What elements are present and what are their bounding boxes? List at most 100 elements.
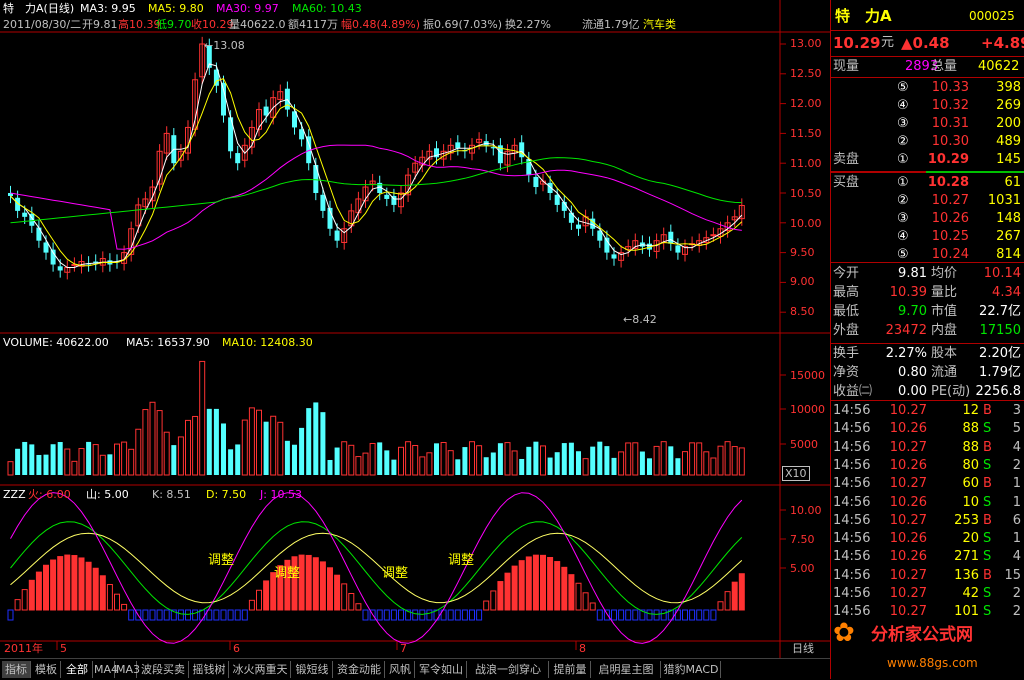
tick-count: 5 [1012,421,1021,437]
ask-row: 卖盘 ① 10.29 145 [831,151,1024,168]
info-amplitude: 振0.69(7.03%) [423,18,503,31]
tick-side: S [983,604,992,620]
volume-bar [434,443,439,475]
indicator-bar [525,556,532,611]
indicator-bar [490,590,497,611]
bid-level: ② [897,193,909,208]
tab-14[interactable]: 启明星主图 [592,661,661,678]
indicator-bar [625,609,632,621]
tick-volume: 12 [962,403,979,418]
volume-bar [689,442,696,476]
indicator-bar [674,609,681,621]
tab-6[interactable]: 摇钱树 [190,661,229,678]
tick-row: 14:56 10.27 88 B 4 [831,439,1024,456]
chart-canvas[interactable] [0,0,830,658]
bid-level: ⑤ [897,247,909,262]
indicator-bar [419,609,426,621]
d-line [10,532,743,604]
tick-time: 14:56 [833,476,871,492]
indicator-bar [114,593,120,611]
tab-1[interactable]: 模板 [32,661,61,678]
info-range: 幅0.48(4.89%) [341,18,421,31]
candle-body [675,245,681,253]
candle-body [228,117,234,152]
volume-bar [597,441,603,475]
indicator-bar [7,609,14,621]
bid-level: ① [897,175,909,190]
tick-side: S [983,421,992,437]
tick-volume: 101 [954,604,979,620]
tick-time: 14:56 [833,403,871,418]
volume-bar [29,444,35,475]
period-label: (日线) [43,2,75,15]
tab-7[interactable]: 冰火两重天 [230,661,291,678]
price-tick: 9.50 [790,246,815,259]
tab-0[interactable]: 指标 [2,661,31,678]
tick-volume: 20 [962,531,979,547]
stat-label: 净资 [833,365,860,380]
candle-body [426,150,433,160]
tick-volume: 42 [962,586,979,601]
volume-bar [43,454,49,475]
candle-body [156,150,163,185]
candle-body [710,234,717,237]
indicator-mountain: 山: 5.00 [86,488,129,501]
tab-2[interactable]: 全部 [62,661,93,678]
ask-price: 10.32 [931,98,969,113]
volume-bar [78,448,85,476]
tab-12[interactable]: 战浪一剑穿心 [468,661,549,678]
info-volume: 量40622.0 [229,18,286,31]
volume-bar [561,443,567,475]
bid-volume: 61 [1004,175,1021,190]
tab-9[interactable]: 资金动能 [334,661,385,678]
tab-4[interactable]: MA3 [116,661,141,678]
price-tick: 9.00 [790,275,815,288]
candle-body [327,207,333,229]
indicator-bar [177,609,184,621]
candle-body [334,230,340,241]
bid-row: ⑤ 10.24 814 [831,246,1024,263]
volume-bar [625,442,632,476]
sell-label: 卖盘 [833,152,860,167]
volume-bar [618,451,625,476]
tab-10[interactable]: 风帆 [386,661,415,678]
tick-time: 14:56 [833,531,871,547]
high-annotation: ←13.08 [204,39,245,52]
indicator-bar [646,609,653,621]
tab-13[interactable]: 提前量 [550,661,591,678]
volume-bar [99,454,106,476]
tab-11[interactable]: 军令如山 [416,661,467,678]
tab-3[interactable]: MA4 [94,661,119,678]
volume-bar [533,441,539,475]
volume-bar [121,441,128,476]
tick-time: 14:56 [833,567,871,583]
ask-level: ④ [897,98,909,113]
quote-stock-code: 000025 [969,9,1015,23]
volume-bar [738,447,745,476]
stat-value: 9.81 [898,266,927,281]
indicator-bar [256,589,262,611]
volume-bar [526,446,532,475]
volume-bar [362,452,369,476]
volume-bar [135,428,142,476]
indicator-bar [319,561,326,611]
tab-15[interactable]: 猎豹MACD [662,661,721,678]
indicator-bar [731,581,738,611]
volume-bar [731,446,738,476]
indicator-name: ZZZ [3,488,26,501]
tab-8[interactable]: 锻短线 [292,661,333,678]
stat-label: 最高 [833,285,860,300]
volume-bar [554,452,560,475]
indicator-bar [724,591,731,611]
volume-tick: 15000 [790,369,825,382]
indicator-bar [554,561,561,611]
indicator-bar [43,564,49,611]
stat-value: 0.00 [898,384,927,399]
bid-level: ③ [897,211,909,226]
tab-5[interactable]: 波段买卖 [138,661,189,678]
cycle-label[interactable]: 日线 [792,642,814,655]
volume-bar [483,457,489,475]
candle-body [93,261,99,264]
kline-chart-area[interactable]: 特 力A(日线) MA3: 9.95 MA5: 9.80 MA30: 9.97 … [0,0,830,658]
indicator-bar [248,599,255,611]
